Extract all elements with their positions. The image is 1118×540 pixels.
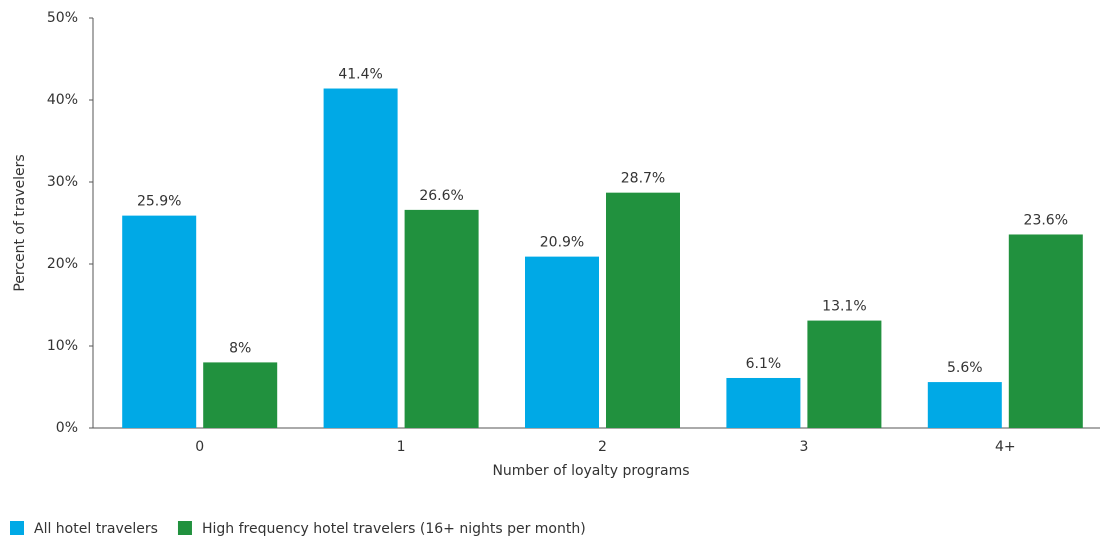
- y-tick-label: 20%: [47, 256, 78, 272]
- value-label: 20.9%: [540, 235, 584, 251]
- value-label: 8%: [229, 340, 251, 356]
- y-tick-label: 30%: [47, 174, 78, 190]
- x-tick-label: 0: [195, 439, 204, 455]
- bar: [122, 215, 197, 428]
- value-label: 23.6%: [1024, 212, 1068, 228]
- value-label: 25.9%: [137, 194, 181, 210]
- x-tick-label: 4+: [995, 439, 1016, 455]
- bar: [1008, 234, 1083, 428]
- legend-swatch: [177, 521, 192, 535]
- legend-label: High frequency hotel travelers (16+ nigh…: [202, 521, 586, 537]
- bar: [323, 88, 398, 429]
- y-tick-label: 0%: [56, 420, 78, 436]
- bar: [726, 377, 801, 428]
- x-tick-label: 3: [799, 439, 808, 455]
- y-tick-label: 10%: [47, 338, 78, 354]
- x-axis-label: Number of loyalty programs: [492, 463, 689, 479]
- y-axis-label: Percent of travelers: [12, 154, 28, 291]
- bar: [525, 256, 599, 428]
- bar: [203, 362, 278, 428]
- value-label: 41.4%: [338, 67, 382, 83]
- x-tick-label: 1: [397, 439, 406, 455]
- value-label: 28.7%: [621, 171, 665, 187]
- bar: [927, 382, 1002, 428]
- value-label: 13.1%: [822, 299, 866, 315]
- value-label: 26.6%: [419, 188, 463, 204]
- bar: [807, 320, 882, 428]
- value-label: 5.6%: [947, 360, 983, 376]
- legend-label: All hotel travelers: [34, 521, 158, 537]
- bar: [404, 209, 479, 428]
- y-tick-label: 50%: [47, 10, 78, 26]
- x-tick-label: 2: [598, 439, 607, 455]
- value-label: 6.1%: [746, 356, 782, 372]
- y-tick-label: 40%: [47, 92, 78, 108]
- legend-swatch: [10, 521, 24, 535]
- bar: [606, 192, 680, 428]
